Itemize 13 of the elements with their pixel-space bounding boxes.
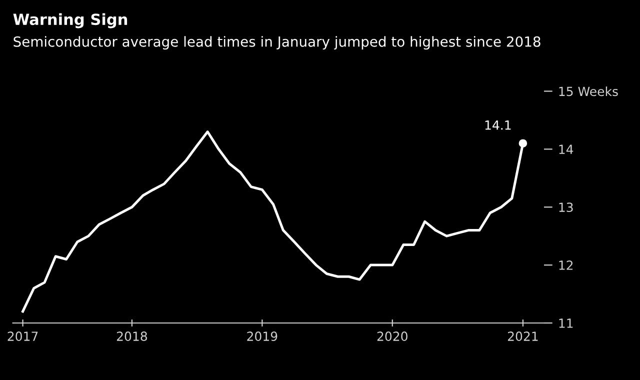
y-tick-label: 11 bbox=[559, 318, 573, 328]
y-tick-label: 15 Weeks bbox=[559, 86, 618, 96]
y-tick-label: 14 bbox=[559, 144, 574, 154]
annotation: 14.1 bbox=[485, 120, 511, 130]
x-tick-label: 2019 bbox=[247, 332, 278, 342]
x-tick-label: 2018 bbox=[116, 332, 148, 342]
y-tick-label: 12 bbox=[559, 260, 573, 270]
x-tick-label: 2020 bbox=[377, 332, 408, 342]
chart-title: Warning Sign bbox=[13, 13, 128, 28]
x-tick-label: 2017 bbox=[8, 332, 38, 342]
y-tick-label: 13 bbox=[559, 202, 573, 212]
chart-subtitle: Semiconductor average lead times in January jumped to highest since 2018 bbox=[14, 36, 540, 50]
x-tick-label: 2021 bbox=[508, 332, 538, 342]
